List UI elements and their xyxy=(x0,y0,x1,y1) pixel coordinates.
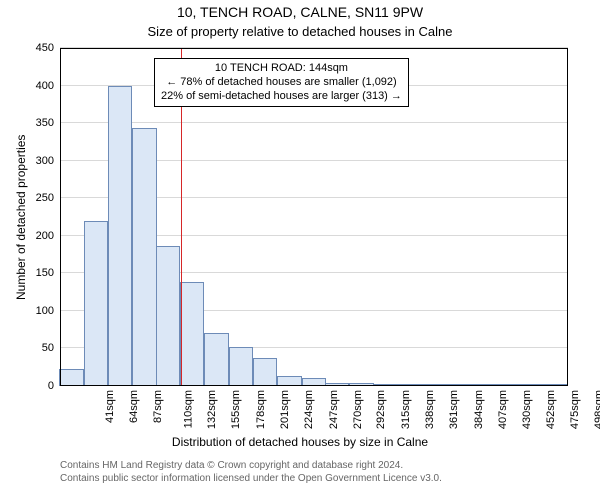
chart-title: 10, TENCH ROAD, CALNE, SN11 9PW xyxy=(0,4,600,20)
footer-line-2: Contains public sector information licen… xyxy=(60,473,442,486)
histogram-bar xyxy=(349,383,373,386)
x-tick-label: 338sqm xyxy=(422,390,436,429)
x-tick-label: 452sqm xyxy=(543,390,557,429)
gridline xyxy=(60,47,568,48)
histogram-bar xyxy=(398,384,422,386)
footer-attribution: Contains HM Land Registry data © Crown c… xyxy=(60,460,442,485)
histogram-bar xyxy=(277,376,301,387)
x-tick-label: 384sqm xyxy=(471,390,485,429)
y-tick-label: 50 xyxy=(42,342,60,354)
chart-subtitle: Size of property relative to detached ho… xyxy=(0,24,600,39)
histogram-bar xyxy=(447,384,471,386)
x-tick-label: 201sqm xyxy=(277,390,291,429)
y-tick-label: 350 xyxy=(36,117,60,129)
y-tick-label: 200 xyxy=(36,230,60,242)
footer-line-1: Contains HM Land Registry data © Crown c… xyxy=(60,460,442,473)
plot-area: 05010015020025030035040045041sqm64sqm87s… xyxy=(60,48,568,386)
histogram-bar xyxy=(229,347,253,386)
y-tick-label: 250 xyxy=(36,192,60,204)
histogram-bar xyxy=(302,378,326,386)
histogram-bar xyxy=(471,384,495,386)
histogram-bar xyxy=(108,86,132,386)
x-tick-label: 407sqm xyxy=(495,390,509,429)
annotation-box: 10 TENCH ROAD: 144sqm← 78% of detached h… xyxy=(154,58,409,107)
y-tick-label: 450 xyxy=(36,42,60,54)
annotation-line: 10 TENCH ROAD: 144sqm xyxy=(161,62,402,76)
x-tick-label: 475sqm xyxy=(567,390,581,429)
y-tick-label: 150 xyxy=(36,267,60,279)
histogram-bar xyxy=(180,282,204,386)
histogram-bar xyxy=(204,333,228,386)
x-tick-label: 247sqm xyxy=(326,390,340,429)
histogram-bar xyxy=(543,384,567,386)
x-tick-label: 87sqm xyxy=(150,390,164,423)
histogram-bar xyxy=(422,384,446,386)
x-axis-label: Distribution of detached houses by size … xyxy=(0,435,600,449)
x-tick-label: 155sqm xyxy=(228,390,242,429)
x-tick-label: 430sqm xyxy=(519,390,533,429)
histogram-bar xyxy=(156,246,180,386)
y-tick-label: 400 xyxy=(36,80,60,92)
histogram-bar xyxy=(59,369,83,386)
y-tick-label: 300 xyxy=(36,155,60,167)
y-tick-label: 100 xyxy=(36,305,60,317)
x-tick-label: 270sqm xyxy=(350,390,364,429)
x-tick-label: 110sqm xyxy=(180,390,194,428)
y-axis-label: Number of detached properties xyxy=(14,135,28,300)
histogram-bar xyxy=(374,384,398,386)
histogram-bar xyxy=(84,221,108,386)
histogram-bar xyxy=(132,128,156,386)
y-tick-label: 0 xyxy=(48,380,60,392)
annotation-line: 22% of semi-detached houses are larger (… xyxy=(161,90,402,104)
histogram-bar xyxy=(494,384,518,386)
histogram-bar xyxy=(325,383,349,386)
x-tick-label: 292sqm xyxy=(373,390,387,429)
x-tick-label: 64sqm xyxy=(126,390,140,423)
histogram-panel: 10, TENCH ROAD, CALNE, SN11 9PW Size of … xyxy=(0,0,600,500)
x-tick-label: 41sqm xyxy=(102,390,116,423)
gridline xyxy=(60,122,568,123)
x-tick-label: 315sqm xyxy=(398,390,412,429)
x-tick-label: 361sqm xyxy=(446,390,460,429)
annotation-line: ← 78% of detached houses are smaller (1,… xyxy=(161,76,402,90)
x-tick-label: 178sqm xyxy=(253,390,267,429)
x-tick-label: 224sqm xyxy=(301,390,315,429)
histogram-bar xyxy=(253,358,277,386)
histogram-bar xyxy=(519,384,543,386)
x-tick-label: 132sqm xyxy=(204,390,218,429)
x-tick-label: 498sqm xyxy=(591,390,600,429)
